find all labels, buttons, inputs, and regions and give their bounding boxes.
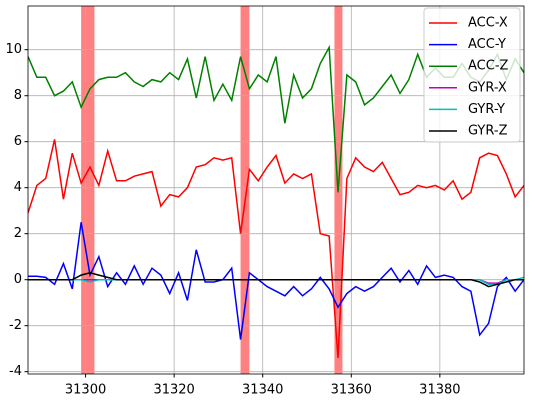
y-tick-label: 4 (14, 180, 22, 195)
y-tick-label: 8 (14, 88, 22, 103)
legend-label: GYR-Y (468, 102, 505, 117)
highlight-span (240, 6, 250, 374)
y-tick-label: 6 (14, 134, 22, 149)
plot-area (28, 6, 524, 374)
axes-frame (27, 5, 525, 375)
x-tick-label: 31340 (242, 383, 283, 398)
data-line (28, 222, 524, 340)
y-tick-label: -2 (9, 318, 22, 333)
y-tick-label: -4 (9, 364, 22, 379)
legend-label: GYR-Z (468, 124, 508, 139)
x-tick-label: 31360 (331, 383, 372, 398)
highlight-span (81, 6, 95, 374)
legend-box (423, 7, 521, 143)
legend-label: ACC-Y (468, 37, 506, 52)
legend-label: GYR-X (468, 80, 507, 95)
data-line (28, 272, 524, 288)
legend-label: ACC-X (468, 16, 508, 31)
data-line (28, 276, 524, 286)
y-tick-label: 0 (14, 272, 22, 287)
x-tick-label: 31320 (153, 383, 194, 398)
x-tick-label: 31380 (419, 383, 460, 398)
x-tick-label: 31300 (65, 383, 106, 398)
legend-label: ACC-Z (468, 59, 509, 74)
y-tick-label: 10 (5, 42, 22, 57)
y-tick-label: 2 (14, 226, 22, 241)
data-line (28, 139, 524, 358)
